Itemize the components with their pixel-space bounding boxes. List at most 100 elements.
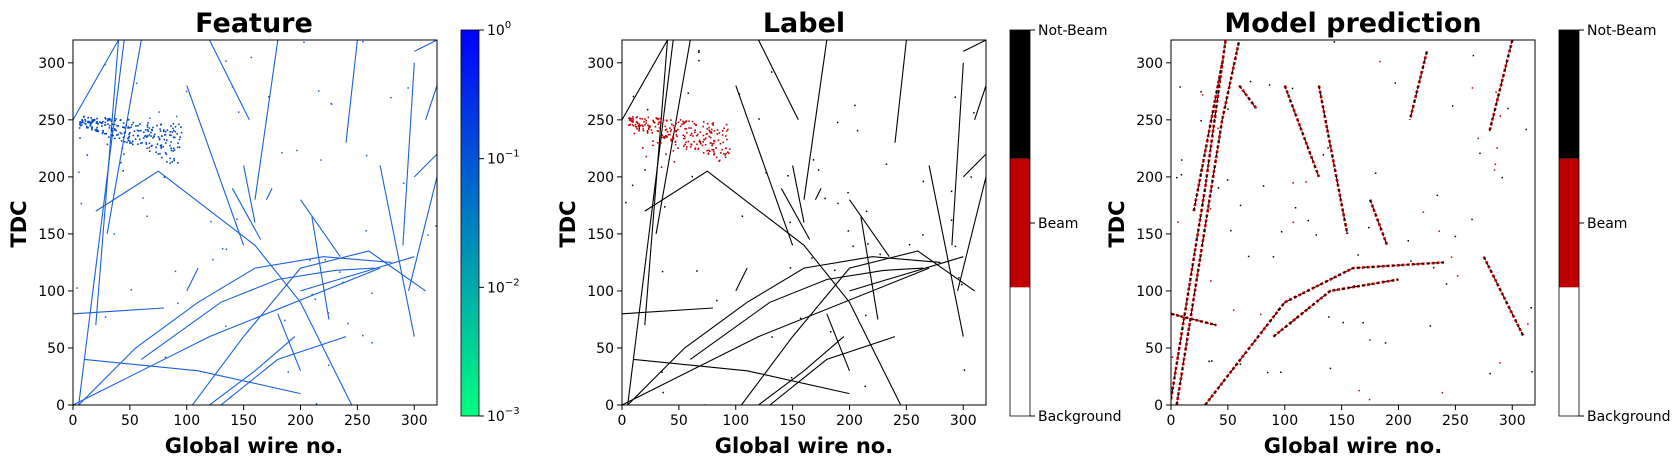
beam-hit [644,124,646,126]
beam-hit [117,125,120,127]
track [254,40,279,200]
beam-hit [121,147,124,150]
hit [958,277,960,279]
beam-hit [708,129,711,132]
hit [1291,87,1294,90]
beam-hit [691,120,694,123]
track [622,267,930,405]
hit [765,172,767,174]
beam-hit [688,127,690,129]
beam-hit [86,127,88,129]
hit [1327,147,1329,149]
beam-hit [694,124,697,126]
beam-hit [134,138,137,140]
beam-hit [145,134,147,137]
track [186,267,199,292]
hit [268,95,271,97]
x-tick-label: 300 [1499,413,1526,429]
hit [229,396,232,399]
colorbar-tick-label: Beam [1587,216,1627,232]
beam-hit [694,131,696,134]
hit [1471,218,1473,221]
y-axis-label-feature: TDC [7,200,31,247]
hit [1357,254,1359,256]
x-tick-label: 150 [779,413,806,429]
beam-hit [713,152,716,155]
beam-hit [662,119,665,122]
beam-hit [705,137,707,139]
hit [973,112,975,114]
hit [847,191,849,194]
beam-hit [78,127,81,129]
beam-hit [699,131,702,134]
hit [231,86,234,88]
beam-hit [676,135,678,138]
hit [1368,398,1371,401]
beam-hit [99,121,101,123]
track [300,256,415,292]
plot-frame [621,39,987,406]
track [814,188,822,200]
beam-hit [631,120,634,123]
x-tick-label: 300 [950,413,977,429]
beam-hit [638,128,641,131]
hit [303,41,305,43]
beam-hit [171,131,174,133]
x-tick-label: 300 [401,413,428,429]
beam-hit [85,125,88,128]
hit [371,292,373,295]
beam-hit [647,124,649,126]
beam-hit [173,158,175,160]
hit [1525,128,1527,131]
beam-hit [709,136,712,139]
hit [836,121,839,124]
hit [631,184,634,187]
beam-hit [145,141,147,144]
hit [309,259,311,261]
beam-hit [169,134,171,136]
beam-hit [177,162,179,164]
beam-hit [656,141,659,144]
beam-hit [146,136,148,138]
x-tick-label: 150 [1328,413,1355,429]
hit [104,316,107,318]
beam-hit [142,137,145,139]
beam-hit [123,126,126,129]
hit [1472,54,1475,57]
hit [1201,94,1204,96]
beam-hit [102,129,104,132]
beam-hit [707,152,710,155]
hit [362,41,364,43]
beam-hit [702,152,705,154]
beam-hit [128,133,130,135]
beam-hit [709,142,712,144]
beam-hit [712,150,715,153]
beam-hit [174,136,176,139]
x-tick-label: 250 [344,413,371,429]
beam-hit [159,128,161,130]
beam-hit [699,141,701,143]
beam-hit [148,127,151,129]
beam-hit [685,148,688,150]
beam-hit [147,122,149,124]
hit [146,215,148,217]
prediction-track [1176,40,1240,405]
beam-hit [90,127,93,129]
hit [1292,182,1294,184]
beam-hit [719,142,722,145]
beam-hit [173,159,175,162]
track [408,176,437,292]
beam-hit [145,143,148,145]
hit [1200,91,1202,93]
beam-hit [690,127,692,129]
beam-hit [153,135,155,138]
x-tick-label: 100 [173,413,200,429]
hit [315,403,318,405]
beam-hit [172,123,175,125]
y-tick-label: 150 [1136,227,1163,243]
plot-area-model-prediction: 0 50 100 150 200 250 300 0 50 100 150 200 250 300 [1136,39,1536,429]
beam-hit [636,121,638,124]
hits-layer [73,40,437,405]
beam-hit [718,160,720,162]
beam-hit [124,131,127,134]
